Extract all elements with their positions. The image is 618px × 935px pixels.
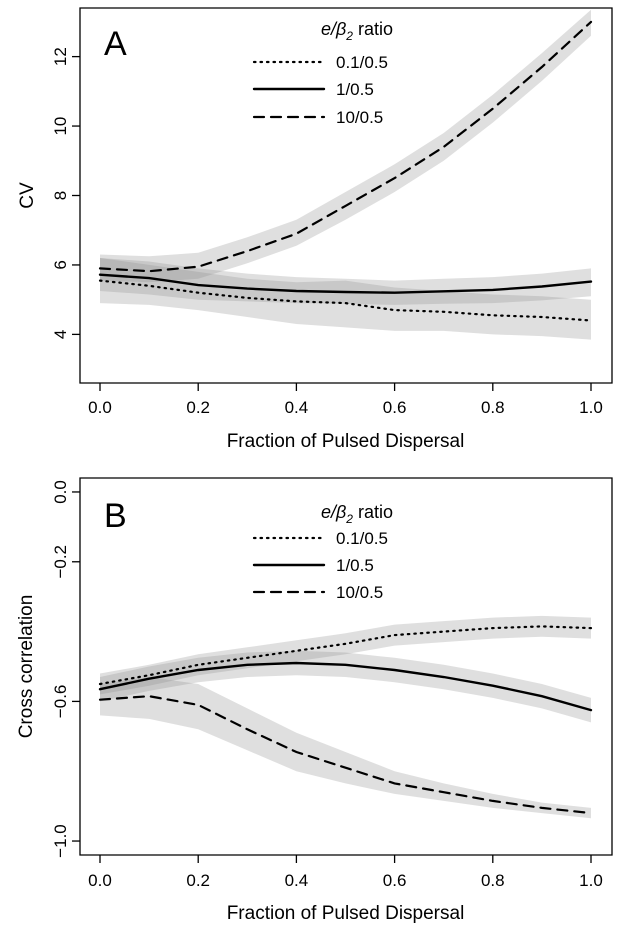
series-line-0.1/0.5 [98, 625, 593, 686]
legend-entry-1/0.5: 1/0.5 [336, 80, 374, 99]
x-tick-label: 0.6 [383, 871, 407, 890]
confidence-band-10/0.5 [100, 677, 591, 819]
confidence-band-1/0.5 [100, 650, 591, 723]
legend-title-italic: e/β [321, 19, 346, 39]
legend-title-rest: ratio [353, 19, 393, 39]
panel-letter: A [104, 25, 127, 63]
legend-title: e/β2 ratio [321, 502, 393, 526]
x-tick-label: 0.0 [88, 871, 112, 890]
y-axis-title: CV [17, 182, 38, 209]
legend-title-subscript: 2 [345, 29, 353, 43]
y-tick-label: 0.0 [51, 480, 70, 504]
legend-entry-10/0.5: 10/0.5 [336, 583, 383, 602]
x-tick-label: 0.8 [481, 398, 505, 417]
panel-B: 0.0 0.2 0.4 0.6 0.8 1.0 −1.0 −0.6 −0.2 0.0 Fractio… [16, 477, 613, 924]
plot-frame [79, 477, 613, 856]
x-tick-label: 1.0 [579, 871, 603, 890]
x-axis-title: Fraction of Pulsed Dispersal [227, 903, 465, 924]
series-line-10/0.5 [98, 20, 593, 273]
legend-entry-1/0.5: 1/0.5 [336, 556, 374, 575]
x-tick-label: 1.0 [579, 398, 603, 417]
series-line-1/0.5 [98, 273, 593, 294]
x-tick-label: 0.4 [285, 871, 309, 890]
x-tick-label: 0.8 [481, 871, 505, 890]
panel-A: 0.0 0.2 0.4 0.6 0.8 1.0 4 6 8 10 12 Fraction of Pul… [17, 7, 613, 452]
confidence-band-10/0.5 [100, 9, 591, 283]
y-tick-label: 8 [51, 191, 70, 200]
x-tick-label: 0.4 [285, 398, 309, 417]
legend-title-italic: e/β [321, 502, 346, 522]
y-tick-label: 6 [51, 260, 70, 269]
legend-title-subscript: 2 [345, 512, 353, 526]
series-line-10/0.5 [98, 695, 593, 815]
x-tick-label: 0.2 [186, 398, 210, 417]
plot-frame [79, 7, 613, 384]
x-axis-title: Fraction of Pulsed Dispersal [227, 431, 465, 452]
y-tick-label: −1.0 [51, 824, 70, 858]
legend-title: e/β2 ratio [321, 19, 393, 43]
x-tick-label: 0.0 [88, 398, 112, 417]
y-tick-label: −0.6 [51, 685, 70, 719]
series-line-1/0.5 [98, 661, 593, 712]
y-tick-label: 4 [51, 330, 70, 339]
legend-entry-0.1/0.5: 0.1/0.5 [336, 53, 388, 72]
y-tick-label: −0.2 [51, 545, 70, 579]
series-line-0.1/0.5 [98, 279, 593, 322]
y-tick-label: 10 [51, 117, 70, 136]
confidence-band-0.1/0.5 [100, 615, 591, 695]
panel-letter: B [104, 497, 127, 535]
x-tick-label: 0.6 [383, 398, 407, 417]
y-tick-label: 12 [51, 47, 70, 66]
legend-title-rest: ratio [353, 502, 393, 522]
legend-entry-0.1/0.5: 0.1/0.5 [336, 529, 388, 548]
confidence-band-0.1/0.5 [100, 258, 591, 340]
y-axis-title: Cross correlation [16, 595, 37, 739]
legend-entry-10/0.5: 10/0.5 [336, 108, 383, 127]
confidence-band-1/0.5 [100, 258, 591, 305]
x-tick-label: 0.2 [186, 871, 210, 890]
